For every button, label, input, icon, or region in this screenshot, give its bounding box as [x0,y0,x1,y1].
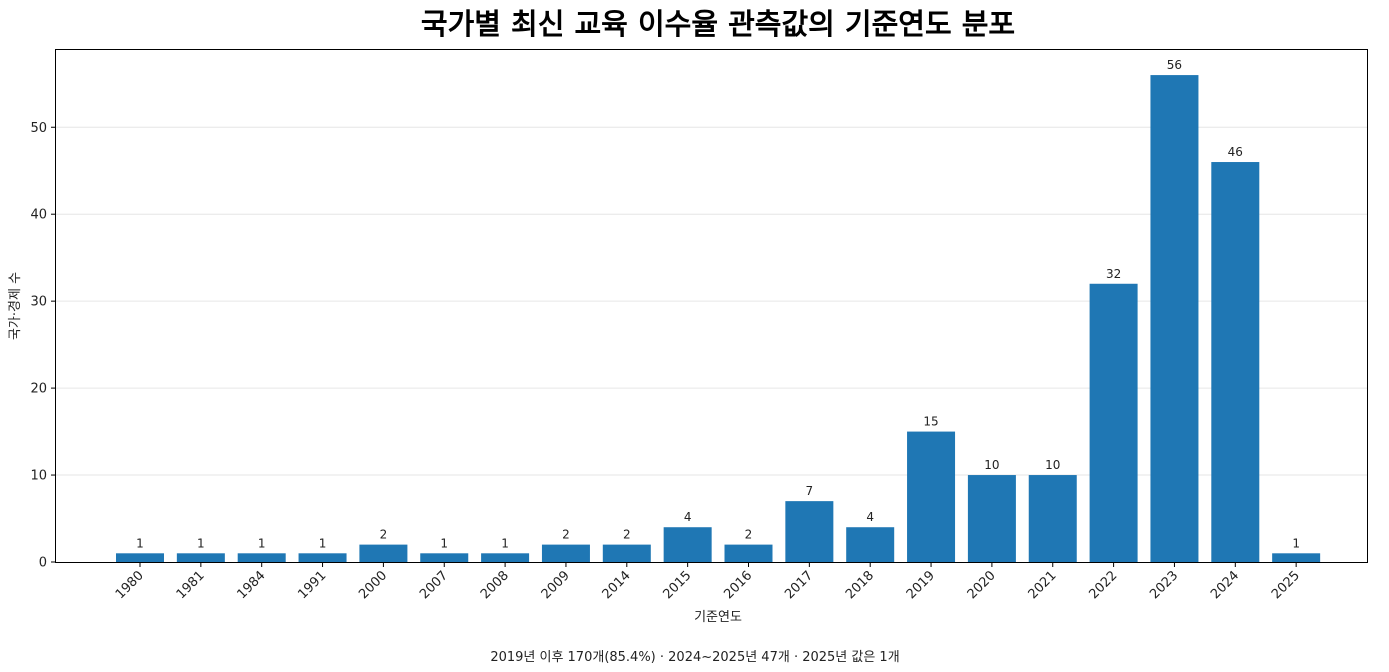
bar-value-label: 4 [684,510,692,524]
y-tick-label: 50 [30,121,47,136]
bar [785,501,834,562]
x-axis-ticks: 1980 1981 1984 1991 2000 2007 2008 2009 2014 2015… [113,562,1303,602]
bar-value-label: 32 [1106,267,1121,281]
bar [1150,75,1199,562]
x-tick-label: 2023 [1147,568,1181,602]
x-tick-label: 2019 [904,568,938,602]
grid-lines [56,126,1367,476]
bar-value-label: 2 [745,528,753,542]
bar [1272,553,1321,562]
x-tick-label: 1984 [235,568,269,602]
footnote: 2019년 이후 170개(85.4%) · 2024~2025년 47개 · … [490,650,899,665]
x-axis-label: 기준연도 [694,610,742,625]
x-tick-label: 2018 [843,568,877,602]
bar-value-label: 2 [380,528,388,542]
x-tick-label: 2000 [356,568,390,602]
bar-value-label: 10 [984,458,999,472]
plot-frame [55,49,1368,563]
bar-value-label: 1 [1292,536,1300,550]
x-tick-label: 2016 [721,568,755,602]
bar-value-label: 2 [623,528,631,542]
x-tick-label: 2022 [1086,568,1120,602]
bar-value-label: 1 [440,536,448,550]
x-tick-label: 2007 [417,568,451,602]
bar-value-labels: 1 1 1 1 2 1 1 2 2 4 2 7 4 15 10 10 32 56 46 1 [136,58,1300,550]
x-tick-label: 2017 [782,568,816,602]
x-tick-label: 2009 [539,568,573,602]
bar [1211,162,1260,562]
bar-value-label: 1 [136,536,144,550]
bar-value-label: 4 [866,510,874,524]
y-axis-label: 국가·경제 수 [8,272,23,340]
bar [663,527,712,562]
bar [176,553,225,562]
x-tick-label: 2025 [1269,568,1303,602]
x-tick-label: 1981 [174,568,208,602]
bar-value-label: 1 [319,536,327,550]
x-tick-label: 2024 [1208,568,1242,602]
bar [967,475,1016,562]
bar [420,553,469,562]
y-tick-label: 0 [39,556,47,571]
x-tick-label: 2014 [600,568,634,602]
bar [907,431,956,562]
x-tick-label: 2021 [1026,568,1060,602]
bar-value-label: 1 [501,536,509,550]
bar-value-label: 7 [806,484,814,498]
bar [541,544,590,562]
bar-value-label: 1 [258,536,266,550]
x-tick-label: 2008 [478,568,512,602]
bar-value-label: 46 [1228,145,1243,159]
x-tick-label: 2020 [965,568,999,602]
bar-value-label: 15 [923,415,938,429]
x-tick-label: 1991 [295,568,329,602]
bars [116,75,1321,562]
bar-value-label: 56 [1167,58,1182,72]
bar [1089,283,1138,562]
bar-value-label: 1 [197,536,205,550]
bar [1028,475,1077,562]
bar [298,553,347,562]
y-axis-ticks: 0 10 20 30 40 50 [30,121,56,571]
y-tick-label: 40 [30,208,47,223]
y-tick-label: 10 [30,469,47,484]
x-tick-label: 2015 [660,568,694,602]
bar [846,527,895,562]
chart-title: 국가별 최신 교육 이수율 관측값의 기준연도 분포 [421,7,1015,41]
y-tick-label: 20 [30,382,47,397]
bar [602,544,651,562]
bar [116,553,164,562]
x-tick-label: 1980 [113,568,147,602]
bar-value-label: 10 [1045,458,1060,472]
y-tick-label: 30 [30,295,47,310]
bar [237,553,286,562]
bar [359,544,408,562]
bar-value-label: 2 [562,528,570,542]
bar [481,553,530,562]
bar [724,544,773,562]
